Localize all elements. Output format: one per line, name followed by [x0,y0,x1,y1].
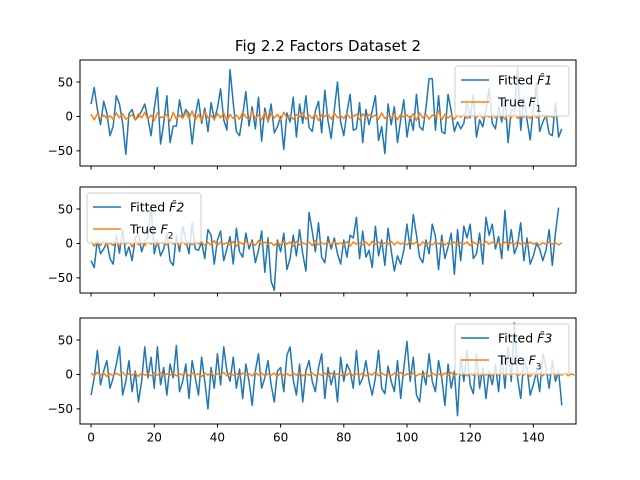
y-tick-label: −50 [48,402,73,416]
y-tick-label: −50 [48,271,73,285]
panel-1: −50 0 50 Fitted F̂1 True F1 [48,59,577,170]
x-tick-label: 40 [210,431,225,445]
legend-true-label: True F2 [129,222,173,242]
legend-box [454,65,570,117]
legend-true-label: True F3 [497,353,541,373]
y-tick-label: 0 [65,110,73,124]
x-tick-label: 60 [273,431,288,445]
legend-label-subscript: 1 [536,105,542,115]
legend-label-math: F [161,222,169,237]
x-tick-label: 100 [396,431,419,445]
axes-frame-1 [79,59,577,167]
x-tick-label: 0 [87,431,95,445]
legend-label-plain: True [497,353,529,368]
x-tick-label: 140 [522,431,545,445]
fitted-series-line-1 [90,66,563,156]
y-tick-label: 0 [65,368,73,382]
chart-title: Fig 2.2 Factors Dataset 2 [235,37,421,55]
legend-label-plain: True [497,95,529,110]
legend-box [86,192,202,244]
legend-label-plain: Fitted [498,73,537,88]
legend-fitted-label: Fitted F̂2 [130,200,184,215]
legend-label-math: F̂1 [537,73,552,88]
legend-box [454,323,570,375]
axes-frame-3 [79,317,577,425]
legend-2: Fitted F̂2 True F2 [86,192,202,244]
x-tick-label: 80 [336,431,351,445]
y-tick-label: 50 [58,202,73,216]
y-tick-label: 50 [58,333,73,347]
legend-label-math: F̂2 [169,200,184,215]
y-tick-label: −50 [48,144,73,158]
axes-frame-2 [79,186,577,294]
legend-label-subscript: 2 [168,232,174,242]
legend-true-label: True F1 [497,95,541,115]
x-tick-label: 20 [147,431,162,445]
legend-label-subscript: 3 [536,363,542,373]
legend-label-plain: Fitted [130,200,169,215]
legend-label-plain: True [129,222,161,237]
legend-label-plain: Fitted [498,331,537,346]
legend-label-math: F̂3 [537,331,552,346]
x-tick-label: 120 [459,431,482,445]
legend-label-math: F [529,95,537,110]
y-tick-label: 0 [65,237,73,251]
legend-3: Fitted F̂3 True F3 [454,323,570,375]
legend-label-math: F [529,353,537,368]
legend-fitted-label: Fitted F̂1 [498,73,552,88]
panel-2: −50 0 50 Fitted F̂2 True F2 [48,186,577,297]
legend-fitted-label: Fitted F̂3 [498,331,552,346]
legend-1: Fitted F̂1 True F1 [454,65,570,117]
panel-3: −50 0 50 0 20 40 60 80 100 120 140 Fitted F̂3 True F… [48,317,577,445]
y-tick-label: 50 [58,75,73,89]
